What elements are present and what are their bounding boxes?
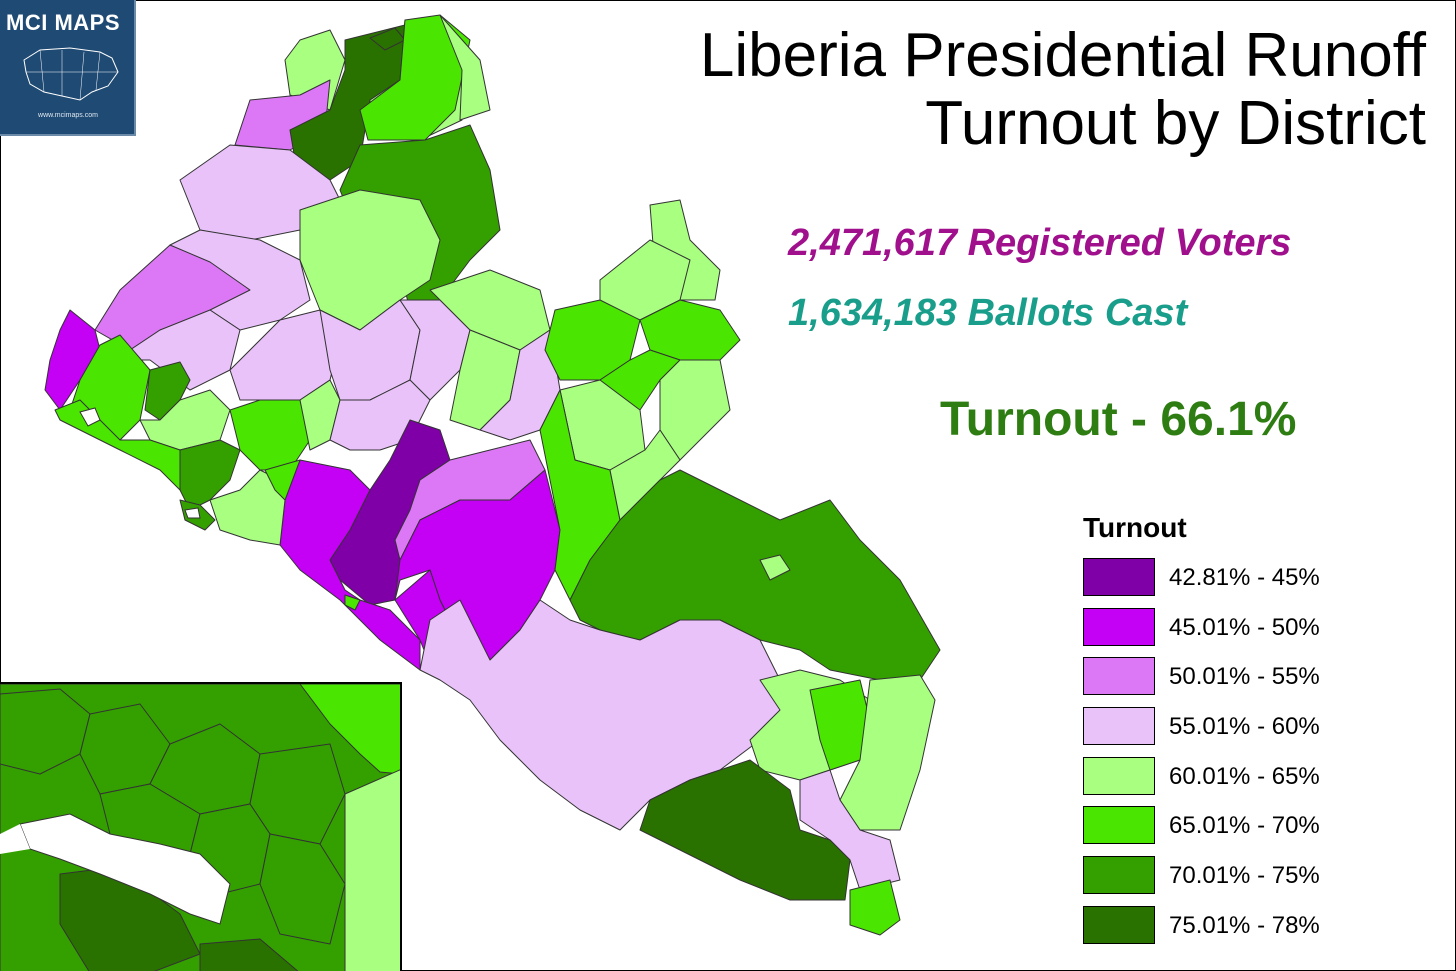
district-region[interactable]: [264, 459, 301, 501]
district-region[interactable]: [299, 189, 441, 331]
water-area: [184, 507, 201, 519]
logo-url: www.mcimaps.com: [38, 112, 98, 119]
mci-maps-logo: MCI MAPS www.mcimaps.com: [0, 0, 136, 136]
logo-title: MCI MAPS: [6, 10, 120, 35]
district-region[interactable]: [839, 674, 936, 831]
district-region[interactable]: [849, 879, 901, 936]
legend-swatch: [1083, 856, 1155, 894]
legend-swatch: [1083, 906, 1155, 944]
legend-label: 50.01% - 55%: [1169, 663, 1320, 690]
legend-label: 70.01% - 75%: [1169, 862, 1320, 889]
title-line-1: Liberia Presidential Runoff: [699, 21, 1426, 90]
legend-label: 55.01% - 60%: [1169, 713, 1320, 740]
legend-swatch: [1083, 558, 1155, 596]
inset-district[interactable]: [259, 833, 346, 945]
district-region[interactable]: [279, 459, 421, 671]
inset-district[interactable]: [199, 938, 300, 971]
legend-swatch: [1083, 608, 1155, 646]
district-region[interactable]: [229, 399, 311, 471]
title-line-2: Turnout by District: [925, 89, 1426, 158]
inset-map-svg: [0, 684, 402, 971]
water-area: [79, 407, 101, 427]
legend-swatch: [1083, 657, 1155, 695]
district-region[interactable]: [799, 769, 901, 891]
inset-district[interactable]: [299, 684, 402, 775]
inset-water-area: [19, 813, 231, 925]
district-region[interactable]: [639, 759, 851, 901]
legend-label: 42.81% - 45%: [1169, 564, 1320, 591]
map-title: Liberia Presidential Runoff Turnout by D…: [700, 22, 1426, 158]
legend-label: 60.01% - 65%: [1169, 763, 1320, 790]
legend-label: 65.01% - 70%: [1169, 812, 1320, 839]
district-region[interactable]: [179, 439, 241, 511]
legend-title: Turnout: [1083, 512, 1187, 543]
inset-map: [0, 682, 402, 971]
district-region[interactable]: [439, 14, 491, 121]
registered-voters-text: 2,471,617 Registered Voters: [788, 222, 1292, 264]
legend-swatch: [1083, 757, 1155, 795]
district-region[interactable]: [344, 594, 361, 611]
inset-district[interactable]: [344, 769, 402, 971]
legend-label: 75.01% - 78%: [1169, 912, 1320, 939]
ballots-cast-text: 1,634,183 Ballots Cast: [788, 292, 1188, 334]
legend-swatch: [1083, 707, 1155, 745]
district-region[interactable]: [759, 554, 791, 581]
legend-label: 45.01% - 50%: [1169, 614, 1320, 641]
inset-water-area: [0, 824, 30, 854]
turnout-text: Turnout - 66.1%: [940, 393, 1297, 446]
legend-swatch: [1083, 806, 1155, 844]
us-map-icon: [23, 47, 119, 101]
